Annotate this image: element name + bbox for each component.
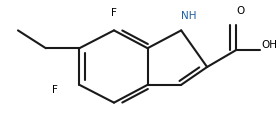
Text: F: F bbox=[52, 85, 58, 95]
Text: F: F bbox=[111, 8, 117, 18]
Text: OH: OH bbox=[262, 40, 278, 50]
Text: O: O bbox=[237, 6, 245, 16]
Text: NH: NH bbox=[181, 11, 197, 21]
